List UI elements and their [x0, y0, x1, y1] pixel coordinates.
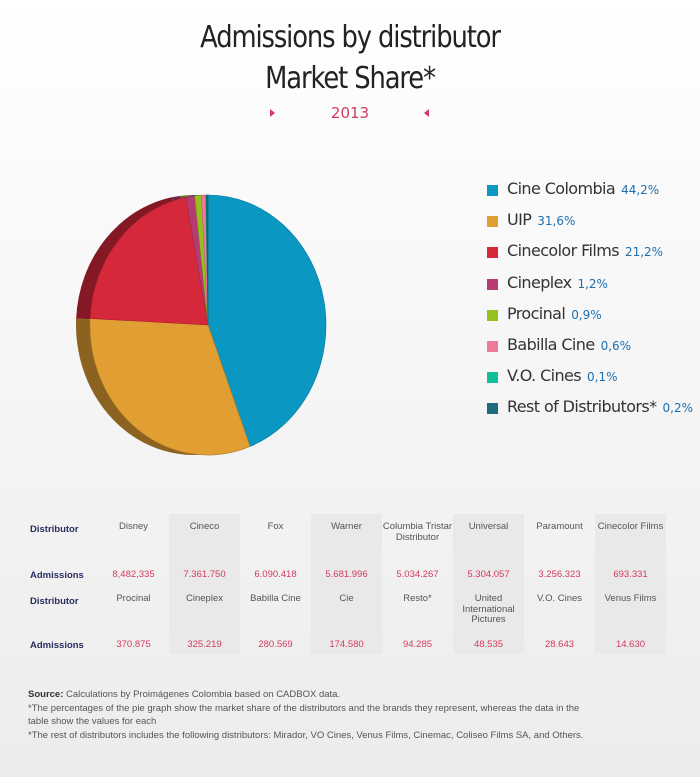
distributor-name: Disney [118, 521, 149, 532]
distributor-name: Resto* [403, 593, 432, 604]
footnote-1: *The percentages of the pie graph show t… [28, 702, 580, 728]
admissions-value: 3.256.323 [538, 569, 581, 580]
legend-value: 0,2% [662, 401, 694, 416]
distributor-name: Universal [468, 521, 509, 532]
row-header-admissions: Admissions [30, 570, 84, 581]
admissions-value: 174.580 [329, 639, 364, 650]
legend-swatch [487, 403, 498, 415]
legend-label: Cinecolor Films 21,2% [507, 241, 663, 260]
legend-label: UIP 31,6% [507, 210, 575, 229]
distributor-name: United International Pictures [462, 593, 515, 625]
admissions-value: 7.361.750 [183, 569, 226, 580]
distributor-name: Cineco [189, 521, 220, 532]
chart-title-line1: Admissions by distributor [200, 20, 501, 55]
legend-value: 44,2% [621, 183, 660, 197]
legend-value: 0,1% [587, 370, 618, 385]
pie-slice-cine-colombia [207, 194, 327, 447]
source-text: Calculations by Proimágenes Colombia bas… [63, 689, 341, 700]
legend-label: V.O. Cines 0,1% [507, 366, 618, 385]
source-label: Source: [28, 689, 64, 700]
legend-swatch [487, 216, 498, 228]
legend-swatch [487, 278, 498, 290]
legend-name: Rest of Distributors* [507, 397, 657, 417]
legend-name: Cine Colombia [507, 179, 616, 198]
legend-swatch [487, 247, 498, 259]
legend-swatch [487, 372, 498, 384]
admissions-value: 5.681.996 [325, 569, 368, 580]
pie-slice-cinecolor-films [89, 196, 209, 326]
table-column-shade [453, 514, 524, 654]
pie-chart [76, 194, 327, 456]
legend-value: 21,2% [624, 245, 664, 260]
chart-title-line2: Market Share* [265, 61, 436, 96]
admissions-value: 6.090.418 [254, 569, 297, 580]
footnote-2: *The rest of distributors includes the f… [28, 729, 584, 741]
admissions-value: 14.630 [615, 639, 646, 650]
legend-name: V.O. Cines [507, 366, 582, 386]
legend-swatch [487, 309, 498, 321]
admissions-value: 5.304.057 [467, 569, 510, 580]
table-column-shade [169, 514, 240, 654]
legend-name: Cinecolor Films [507, 241, 620, 261]
distributor-name: Cineplex [186, 593, 223, 604]
admissions-value: 370.875 [116, 639, 151, 650]
row-header-admissions: Admissions [30, 640, 84, 651]
distributor-name: Paramount [536, 521, 583, 532]
legend-value: 31,6% [537, 214, 576, 229]
legend-label: Procinal 0,9% [507, 304, 602, 323]
legend-label: Babilla Cine 0,6% [507, 335, 631, 354]
legend-name: Procinal [507, 303, 566, 323]
triangle-left-icon [424, 109, 429, 117]
admissions-value: 280.569 [258, 639, 293, 650]
legend-name: Babilla Cine [507, 335, 595, 354]
legend-swatch [487, 185, 498, 196]
distributor-name: Warner [331, 521, 362, 532]
admissions-value: 94.285 [402, 639, 433, 650]
distributor-name: Fox [267, 521, 284, 532]
legend-value: 0,6% [600, 339, 632, 353]
year-label: 2013 [330, 104, 370, 122]
legend-value: 0,9% [571, 307, 602, 322]
triangle-right-icon [270, 109, 275, 117]
row-header-distributor: Distributor [30, 596, 79, 607]
legend-name: Cineplex [507, 272, 572, 292]
admissions-value: 325.219 [187, 639, 222, 650]
footnotes: Source: Calculations by Proimágenes Colo… [28, 688, 588, 742]
source-note: Source: Calculations by Proimágenes Colo… [28, 688, 588, 702]
legend-value: 1,2% [577, 276, 608, 291]
distributor-name: Cie [339, 593, 354, 604]
admissions-value: 48.535 [473, 639, 504, 650]
distributor-name: Procinal [116, 593, 151, 604]
legend-swatch [487, 341, 498, 352]
year-selector: 2013 [0, 104, 700, 124]
distributor-name: Babilla Cine [250, 593, 301, 604]
distributor-name: Venus Films [604, 593, 657, 604]
table-column-shade [595, 514, 666, 654]
admissions-value: 8,482,335 [112, 569, 155, 580]
distributor-name: Cinecolor Films [597, 521, 664, 532]
pie-slice-rest-of-distributors [206, 194, 209, 326]
legend-name: UIP [507, 210, 532, 230]
admissions-value: 693.331 [613, 569, 648, 580]
admissions-table: Distributor Disney Cineco Fox Warner Columbia… [26, 514, 676, 654]
legend-label: Cineplex 1,2% [507, 273, 608, 292]
legend-label: Cine Colombia 44,2% [507, 179, 659, 198]
pie-slice-uip [89, 318, 251, 456]
table-column-shade [311, 514, 382, 654]
admissions-value: 5.034.267 [396, 569, 439, 580]
row-header-distributor: Distributor [30, 524, 79, 535]
distributor-name: Columbia Tristar Distributor [382, 521, 453, 543]
legend-label: Rest of Distributors* 0,2% [507, 397, 693, 416]
admissions-value: 28.643 [544, 639, 575, 650]
distributor-name: V.O. Cines [536, 593, 583, 604]
